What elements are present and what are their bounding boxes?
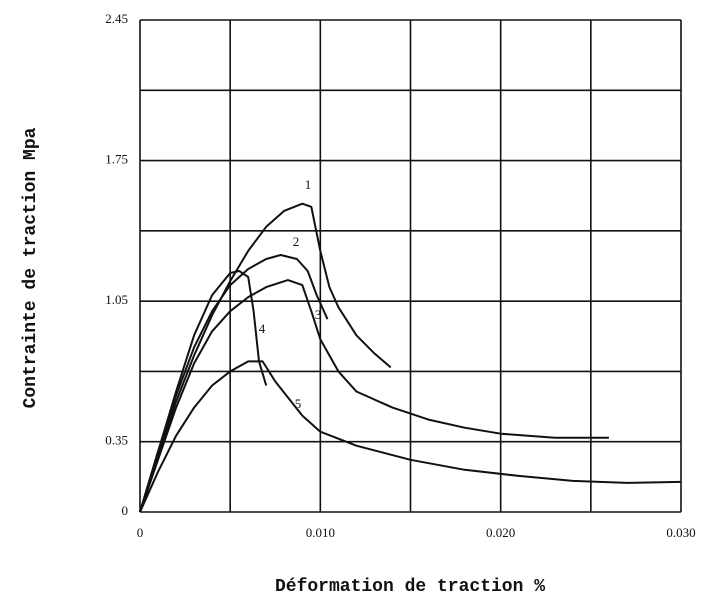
curve [139, 360, 682, 513]
x-tick-label: 0 [137, 525, 144, 540]
y-tick-label: 1.05 [105, 292, 128, 307]
curve-label: 3 [315, 307, 322, 322]
curve-label: 1 [305, 177, 312, 192]
y-tick-label: 0 [122, 503, 129, 518]
curve-label: 4 [259, 321, 266, 336]
x-tick-label: 0.020 [486, 525, 515, 540]
x-tick-label: 0.030 [666, 525, 695, 540]
y-tick-label: 2.45 [105, 11, 128, 26]
curve [139, 254, 329, 513]
curve [139, 202, 392, 513]
curve-label: 2 [293, 234, 300, 249]
curve [139, 270, 268, 513]
y-tick-label: 0.35 [105, 433, 128, 448]
y-axis-title: Contrainte de traction Mpa [21, 127, 41, 408]
curve-label: 5 [295, 396, 302, 411]
y-tick-label: 1.75 [105, 152, 128, 167]
x-tick-label: 0.010 [306, 525, 335, 540]
x-axis-title: Déformation de traction % [275, 577, 545, 597]
curve [139, 279, 609, 513]
